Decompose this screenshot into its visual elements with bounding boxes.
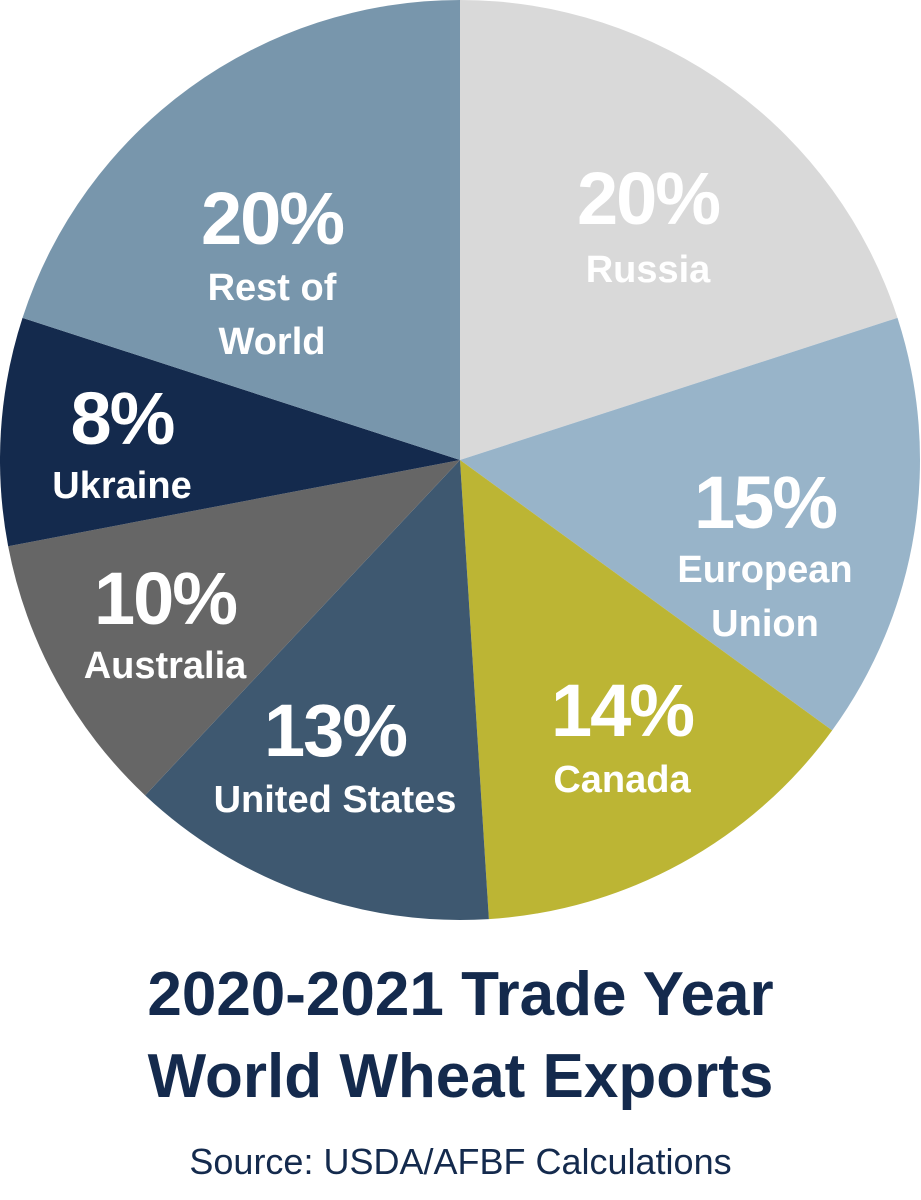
slice-name-australia-line-1: Australia	[84, 645, 247, 687]
slice-name-rest-of-world-line-1: Rest of	[208, 267, 337, 309]
chart-source: Source: USDA/AFBF Calculations	[189, 1141, 732, 1182]
pie-slice-united-states	[145, 460, 489, 920]
slice-name-russia-line-1: Russia	[586, 249, 711, 291]
chart-title-line-1: 2020-2021 Trade Year	[147, 960, 774, 1029]
pie-labels: 20% Russia 15% European Union 14% Canada 13% Uni…	[52, 157, 852, 821]
pie-slice-ukraine	[0, 317, 460, 547]
slice-name-rest-of-world-line-2: World	[219, 321, 326, 363]
wheat-exports-pie-chart: 20% Russia 15% European Union 14% Canada 13% Uni…	[0, 0, 921, 920]
slice-name-canada-line-1: Canada	[553, 759, 691, 801]
data-label-european-union: 15%	[694, 461, 836, 544]
data-label-australia: 10%	[94, 557, 236, 640]
slice-name-ukraine-line-1: Ukraine	[52, 465, 191, 507]
pie-slice-russia	[460, 0, 898, 460]
slice-name-european-union-line-2: Union	[711, 603, 819, 645]
chart-title-line-2: World Wheat Exports	[147, 1042, 774, 1111]
pie-slice-european-union	[460, 317, 921, 731]
data-label-ukraine: 8%	[71, 377, 174, 460]
pie-slice-australia	[8, 460, 461, 796]
data-label-russia: 20%	[577, 157, 719, 240]
data-label-united-states: 13%	[264, 689, 406, 772]
slice-name-united-states-line-1: United States	[214, 779, 457, 821]
pie-slice-canada	[460, 460, 833, 920]
slice-name-european-union-line-1: European	[677, 549, 852, 591]
data-label-canada: 14%	[551, 669, 693, 752]
pie-slices	[0, 0, 921, 920]
data-label-rest-of-world: 20%	[201, 177, 343, 260]
pie-slice-rest-of-world	[22, 0, 460, 460]
